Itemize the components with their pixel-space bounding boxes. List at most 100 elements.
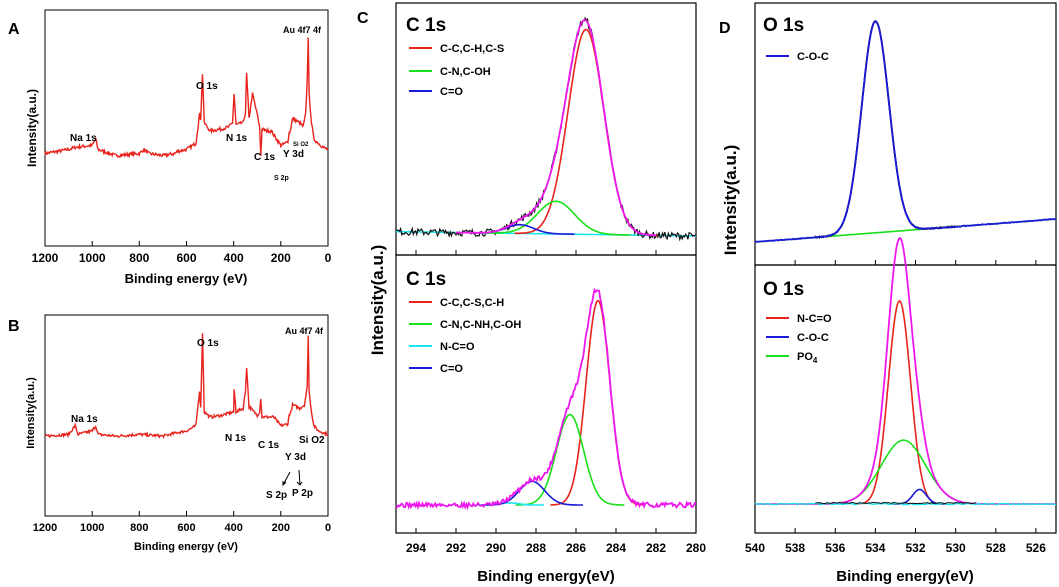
- panel-c-ylabel: Intensity(a.u.): [368, 245, 387, 356]
- panel-b-annot-o1s: O 1s: [197, 338, 219, 349]
- panel-c-bottom-legend-3: N-C=O: [440, 341, 475, 353]
- panel-a-annot-o1s: O 1s: [196, 81, 218, 92]
- raw-data-curve: [815, 501, 976, 505]
- envelope-curve: [456, 19, 656, 237]
- panel-d-label: D: [719, 20, 731, 37]
- tick-label: 540: [745, 541, 765, 555]
- panel-c: C 294 292 290 288 286 284 282 280 Binding energ…: [357, 2, 706, 585]
- panel-b-ticks: [44, 511, 329, 516]
- panel-b-arrow-s2p: [282, 471, 291, 487]
- tick-label: 600: [176, 251, 196, 265]
- panel-c-top-curves: [395, 16, 697, 242]
- panel-c-xlabel: Binding energy(eV): [477, 568, 615, 585]
- tick-label: 800: [129, 251, 149, 265]
- tick-label: 1200: [33, 522, 57, 534]
- panel-c-top-legend-2: C-N,C-OH: [440, 66, 491, 78]
- panel-d-bottom-legend-1: N-C=O: [797, 313, 832, 325]
- panel-c-top-legend-1: C-C,C-H,C-S: [440, 43, 504, 55]
- tick-label: 280: [686, 541, 706, 555]
- panel-d-top-title: O 1s: [763, 15, 804, 36]
- tick-label: 538: [785, 541, 805, 555]
- c-o-c-spectrum-curve: [754, 20, 1057, 244]
- panel-a-annot-y3d: Y 3d: [283, 149, 304, 160]
- component-c-n-c-oh-curve: [481, 200, 631, 236]
- panel-c-bottom-frame: [395, 254, 697, 534]
- panel-a-annot-sio2: Si O2: [293, 142, 309, 148]
- panel-c-bottom-legend-4: C=O: [440, 363, 463, 375]
- tick-label: 1000: [79, 251, 106, 265]
- panel-d-bottom-title: O 1s: [763, 279, 804, 300]
- envelope-curve: [395, 287, 697, 511]
- panel-b-tick-labels: 1200 1000 800 600 400 200 0: [33, 522, 331, 534]
- tick-label: 536: [825, 541, 845, 555]
- panel-a-annot-au4f: Au 4f7 4f: [283, 25, 322, 35]
- panel-d: D 540 538 536 534 532 530 528 526 Binding energ…: [719, 2, 1057, 585]
- panel-a-annot-na1s: Na 1s: [70, 133, 97, 144]
- tick-label: 1200: [32, 251, 59, 265]
- panel-a-annot-c1s: C 1s: [254, 152, 276, 163]
- panel-c-top-legend-3: C=O: [440, 86, 463, 98]
- tick-label: 1000: [80, 522, 104, 534]
- tick-label: 284: [606, 541, 626, 555]
- panel-b-spectrum: [44, 333, 329, 440]
- panel-b-xlabel: Binding energy (eV): [134, 541, 238, 553]
- panel-d-ylabel: Intensity(a.u.): [721, 145, 740, 256]
- panel-b-label: B: [8, 318, 20, 335]
- panel-c-tick-labels: 294 292 290 288 286 284 282 280: [406, 541, 706, 555]
- panel-c-bottom-legend-1: C-C,C-S,C-H: [440, 297, 504, 309]
- panel-c-bottom-legend-2: C-N,C-NH,C-OH: [440, 319, 521, 331]
- tick-label: 288: [526, 541, 546, 555]
- tick-label: 532: [905, 541, 925, 555]
- panel-b-ylabel: Intensity(a.u.): [25, 377, 37, 449]
- tick-label: 530: [946, 541, 966, 555]
- panel-c-bottom-curves: [395, 287, 697, 511]
- panel-b-annot-y3d: Y 3d: [285, 452, 306, 463]
- tick-label: 292: [446, 541, 466, 555]
- tick-label: 294: [406, 541, 426, 555]
- tick-label: 600: [177, 522, 195, 534]
- tick-label: 286: [566, 541, 586, 555]
- panel-d-ticks: [754, 260, 1037, 533]
- tick-label: 0: [325, 522, 331, 534]
- tick-label: 200: [272, 522, 290, 534]
- panel-a-tick-labels: 1200 1000 800 600 400 200 0: [32, 251, 332, 265]
- panel-a: A 1200 1000 800 600 400 200 0 Binding energy (…: [8, 9, 332, 286]
- panel-c-top-title: C 1s: [406, 15, 446, 36]
- panel-d-tick-labels: 540 538 536 534 532 530 528 526: [745, 541, 1046, 555]
- panel-b-annot-sio2: Si O2: [299, 435, 325, 446]
- panel-c-label: C: [357, 10, 369, 27]
- tick-label: 290: [486, 541, 506, 555]
- panel-a-spectrum: [44, 37, 329, 159]
- tick-label: 0: [325, 251, 332, 265]
- panel-b-annot-au4f: Au 4f7 4f: [285, 326, 324, 336]
- panel-c-bottom-title: C 1s: [406, 269, 446, 290]
- panel-d-bottom-legend-2: C-O-C: [797, 332, 829, 344]
- panel-b-annot-na1s: Na 1s: [71, 414, 98, 425]
- panel-b-arrow-p2p: [296, 469, 303, 486]
- panel-a-ylabel: Intensity(a.u.): [25, 89, 39, 167]
- panel-a-annot-n1s: N 1s: [226, 133, 248, 144]
- tick-label: 528: [986, 541, 1006, 555]
- panel-d-top-legend-1: C-O-C: [797, 51, 829, 63]
- tick-label: 400: [224, 251, 244, 265]
- panel-b-annot-s2p: S 2p: [266, 490, 287, 501]
- tick-label: 282: [646, 541, 666, 555]
- component-c-n-c-nh-c-oh-curve: [515, 413, 625, 506]
- tick-label: 800: [130, 522, 148, 534]
- panel-a-ticks: [44, 241, 329, 246]
- panel-d-xlabel: Binding energy(eV): [836, 568, 974, 585]
- tick-label: 400: [225, 522, 243, 534]
- tick-label: 526: [1026, 541, 1046, 555]
- baseline-curve: [754, 502, 1057, 506]
- panel-a-xlabel: Binding energy (eV): [125, 271, 248, 286]
- panel-b: B 1200 1000 800 600 400 200 0 Binding energy (…: [8, 314, 331, 553]
- panel-b-annot-p2p: P 2p: [292, 488, 313, 499]
- tick-label: 534: [865, 541, 885, 555]
- panel-c-ticks: [415, 250, 697, 533]
- panel-b-annot-c1s: C 1s: [258, 440, 280, 451]
- panel-d-bottom-legend-3: PO4: [797, 351, 818, 365]
- panel-a-annot-s2p: S 2p: [274, 175, 289, 182]
- tick-label: 200: [271, 251, 291, 265]
